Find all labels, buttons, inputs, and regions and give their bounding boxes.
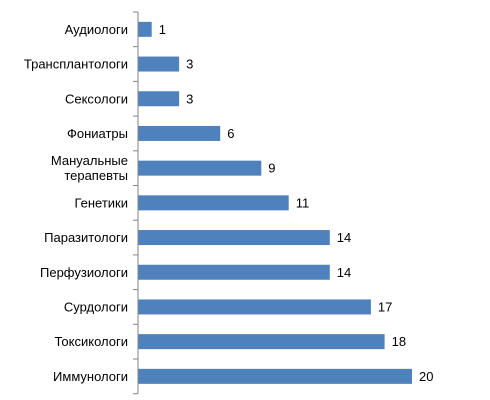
data-label: 3 xyxy=(186,57,193,72)
category-label: Сексологи xyxy=(65,91,128,106)
category-label-line: Токсикологи xyxy=(55,334,129,349)
data-label: 6 xyxy=(227,126,234,141)
category-label: Перфузиологи xyxy=(40,265,128,280)
data-label: 18 xyxy=(392,334,406,349)
bar xyxy=(138,91,180,107)
bar xyxy=(138,195,289,211)
category-label-line: Мануальные xyxy=(51,153,128,168)
category-label-line: Паразитологи xyxy=(44,230,128,245)
category-label: Генетики xyxy=(74,195,128,210)
category-label: Фониатры xyxy=(67,126,128,141)
category-label-line: Фониатры xyxy=(67,126,128,141)
category-label: Паразитологи xyxy=(44,230,128,245)
category-label-line: Перфузиологи xyxy=(40,265,128,280)
category-label: Мануальные терапевты xyxy=(51,153,128,183)
category-label-line: Генетики xyxy=(74,195,128,210)
bar xyxy=(138,230,330,246)
data-label: 14 xyxy=(337,265,351,280)
category-label: Иммунологи xyxy=(53,369,128,384)
bar xyxy=(138,56,180,72)
category-label: Сурдологи xyxy=(64,299,128,314)
data-label: 9 xyxy=(268,161,275,176)
data-labels: 1 3 3 6 9 11 14 14 17 18 20 xyxy=(159,22,434,384)
category-labels: Аудиологи Трансплантологи Сексологи Фониатр… xyxy=(24,22,128,384)
category-label: Аудиологи xyxy=(65,22,128,37)
category-label: Токсикологи xyxy=(55,334,129,349)
bar xyxy=(138,125,221,141)
bar xyxy=(138,334,385,350)
category-label: Трансплантологи xyxy=(24,57,128,72)
bar xyxy=(138,21,152,37)
bar xyxy=(138,264,330,280)
bar xyxy=(138,160,262,176)
data-label: 20 xyxy=(419,369,433,384)
category-label-line: Аудиологи xyxy=(65,22,128,37)
data-label: 11 xyxy=(296,195,310,210)
category-label-line: Иммунологи xyxy=(53,369,128,384)
data-label: 17 xyxy=(378,299,392,314)
data-label: 3 xyxy=(186,91,193,106)
category-label-line: Сексологи xyxy=(65,91,128,106)
bar xyxy=(138,368,412,384)
category-label-line: Сурдологи xyxy=(64,299,128,314)
data-label: 14 xyxy=(337,230,351,245)
category-label-line: терапевты xyxy=(64,168,128,183)
data-label: 1 xyxy=(159,22,166,37)
bars xyxy=(138,21,412,384)
category-label-line: Трансплантологи xyxy=(24,57,128,72)
bar xyxy=(138,299,371,315)
y-axis-ticks xyxy=(133,11,138,395)
